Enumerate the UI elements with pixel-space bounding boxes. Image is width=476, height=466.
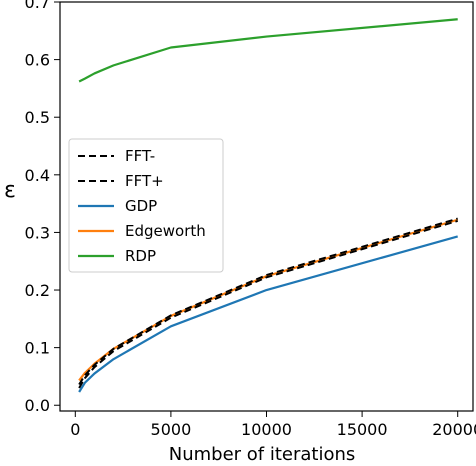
series-line-fftplus [78,217,458,386]
x-tick-label: 10000 [241,420,292,439]
y-tick-label: 0.7 [25,0,50,12]
series-line-fftminus [78,219,458,389]
y-axis-label: ε [4,178,16,203]
legend-label: FFT- [125,147,155,165]
legend-box [68,138,224,273]
series-line-gdp [78,235,458,393]
series-line-rdp [78,18,458,83]
y-tick-label: 0.5 [25,108,50,127]
x-tick-label: 5000 [151,420,192,439]
y-tick-label: 0.6 [25,51,50,70]
legend-label: GDP [125,197,157,215]
y-tick-label: 0.1 [25,339,50,358]
legend-label: FFT+ [125,172,164,190]
x-axis-label: Number of iterations [169,444,356,465]
legend-label: Edgeworth [125,222,206,240]
y-axis: 0.0 0.1 0.2 0.3 0.4 0.5 0.6 0.7 [25,0,60,415]
x-tick-label: 15000 [337,420,388,439]
y-tick-label: 0.4 [25,166,50,185]
plot-area [78,18,459,393]
y-tick-label: 0.2 [25,281,50,300]
legend: FFT- FFT+ GDP Edgeworth RDP [68,138,224,273]
y-tick-label: 0.3 [25,223,50,242]
x-tick-label: 0 [70,420,80,439]
y-tick-label: 0.0 [25,396,50,415]
legend-label: RDP [125,247,156,265]
